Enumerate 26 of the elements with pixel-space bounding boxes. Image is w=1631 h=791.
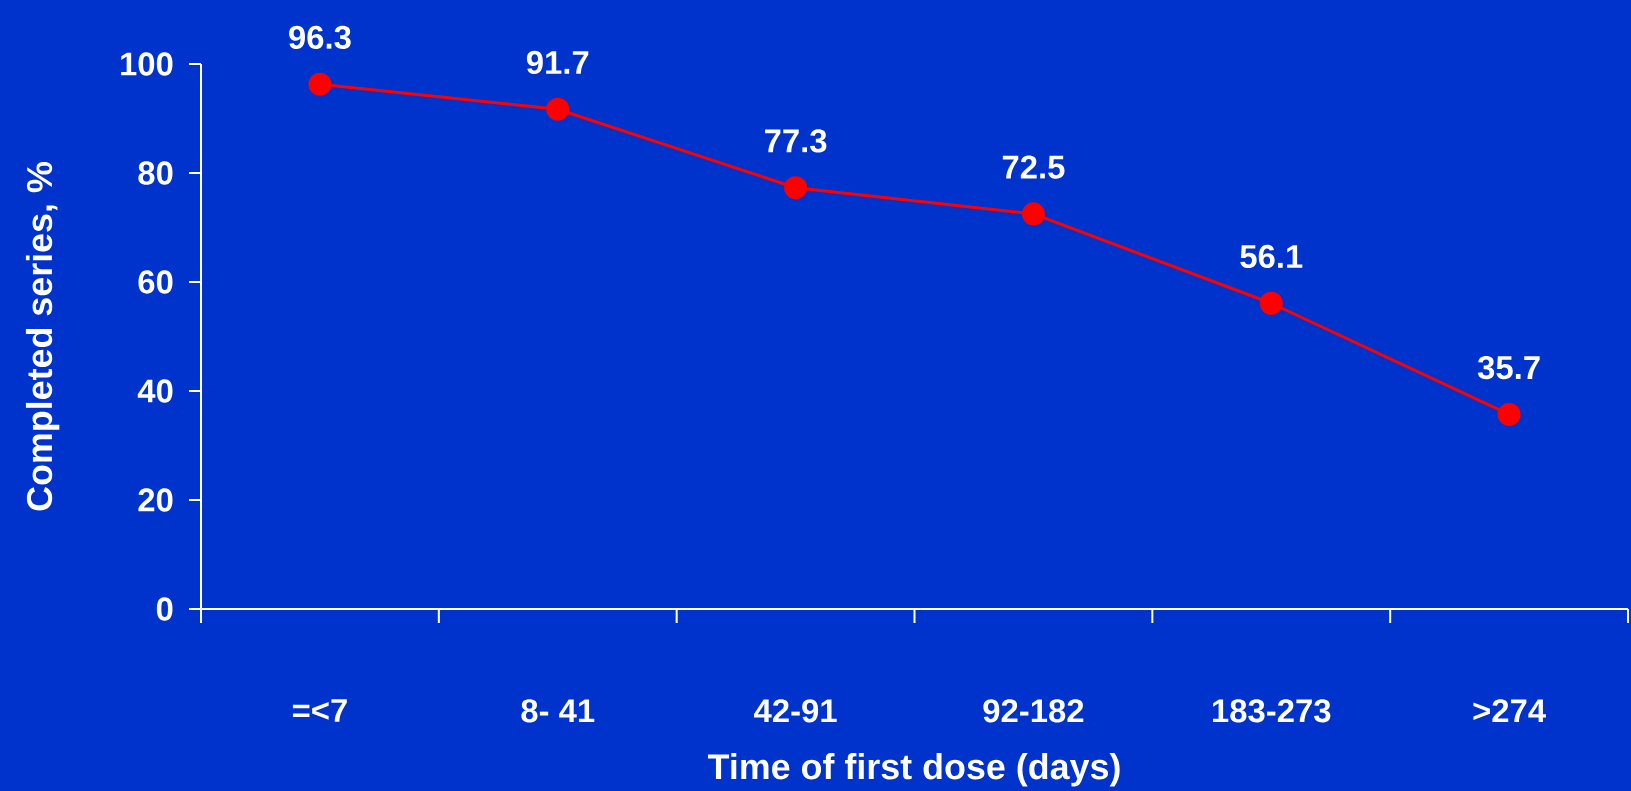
data-label: 72.5 xyxy=(1002,155,1065,179)
y-tick-label: 0 xyxy=(156,597,173,621)
x-tick-label: 183-273 xyxy=(1213,699,1331,723)
point xyxy=(784,176,808,200)
x-tick-label: =<7 xyxy=(292,699,347,722)
point xyxy=(1497,402,1521,426)
y-tick-label: 60 xyxy=(138,270,173,294)
point xyxy=(1021,202,1045,226)
data-label: 77.3 xyxy=(765,129,827,153)
x-axis-title: Time of first dose (days) xyxy=(707,753,1120,787)
point xyxy=(546,97,570,121)
x-tick-label: >274 xyxy=(1473,699,1546,723)
data-label: 56.1 xyxy=(1240,244,1303,269)
y-tick-label: 40 xyxy=(137,379,173,403)
point xyxy=(1259,291,1283,315)
x-tick-label: 92-182 xyxy=(983,699,1084,723)
y-tick-label: 20 xyxy=(138,488,173,512)
y-tick-label: 100 xyxy=(121,52,173,76)
y-tick-label: 80 xyxy=(138,161,173,185)
x-tick-label: 42-91 xyxy=(754,699,837,723)
data-label: 35.7 xyxy=(1477,355,1540,380)
x-tick-label: 8- 41 xyxy=(521,699,595,723)
point xyxy=(308,72,332,96)
data-label: 91.7 xyxy=(526,50,589,75)
data-label: 96.3 xyxy=(289,25,351,50)
y-axis-title: Completed series, % xyxy=(25,162,60,511)
